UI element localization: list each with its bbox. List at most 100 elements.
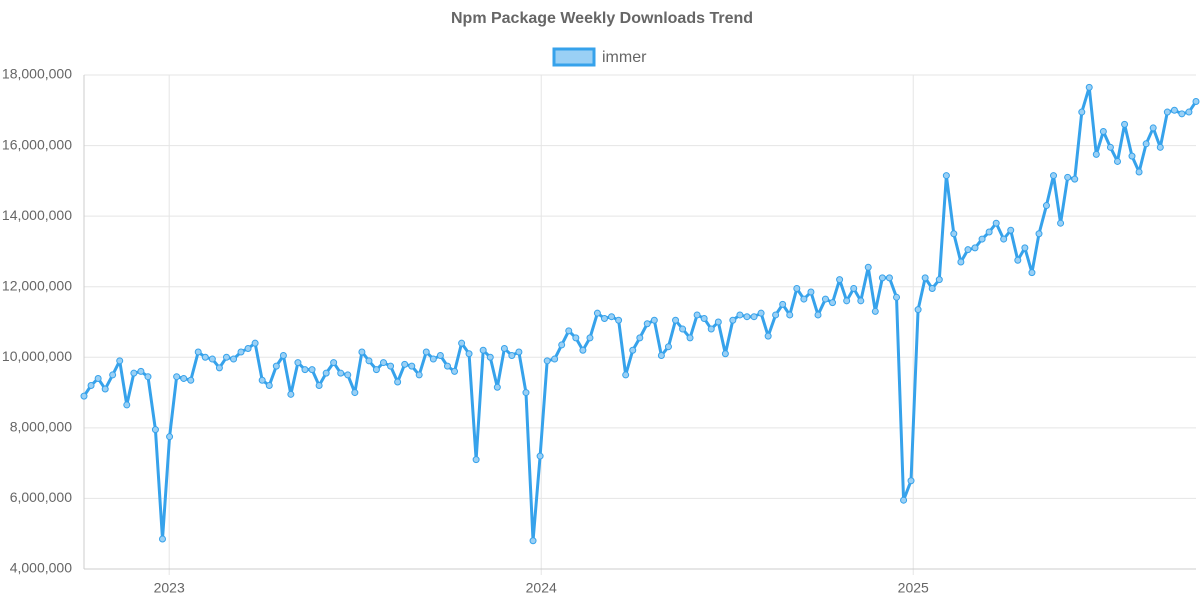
data-point [714, 318, 722, 326]
data-point [693, 311, 701, 319]
data-point [301, 366, 309, 374]
data-point [629, 346, 637, 354]
data-point [94, 374, 102, 382]
data-point [1000, 235, 1008, 243]
data-point [101, 385, 109, 393]
data-point [1007, 226, 1015, 234]
y-tick-label: 14,000,000 [2, 207, 72, 223]
data-point [1163, 108, 1171, 116]
data-point [764, 332, 772, 340]
data-point [707, 325, 715, 333]
data-point [308, 366, 316, 374]
data-point [750, 313, 758, 321]
data-point [978, 235, 986, 243]
data-point [729, 316, 737, 324]
data-point [1192, 97, 1200, 105]
data-point [686, 334, 694, 342]
data-point [551, 355, 559, 363]
data-point [772, 311, 780, 319]
data-point [158, 535, 166, 543]
data-point [1021, 244, 1029, 252]
data-point [736, 311, 744, 319]
data-point [201, 353, 209, 361]
data-point [672, 316, 680, 324]
data-point [315, 382, 323, 390]
data-point [807, 288, 815, 296]
data-point [622, 371, 630, 379]
data-point [387, 362, 395, 370]
data-point [344, 371, 352, 379]
data-point [130, 369, 138, 377]
data-point [1078, 108, 1086, 116]
data-point [992, 219, 1000, 227]
data-point [144, 373, 152, 381]
data-point [337, 369, 345, 377]
data-point [265, 382, 273, 390]
data-point [351, 389, 359, 397]
data-point [593, 309, 601, 317]
data-point [187, 376, 195, 384]
y-tick-label: 8,000,000 [10, 419, 72, 435]
data-point [272, 362, 280, 370]
data-point [1170, 106, 1178, 114]
data-point [244, 344, 252, 352]
data-point [836, 276, 844, 284]
data-point [900, 496, 908, 504]
data-point [522, 389, 530, 397]
data-point [451, 367, 459, 375]
data-point [493, 383, 501, 391]
data-point [743, 313, 751, 321]
data-point [436, 352, 444, 360]
data-point [608, 313, 616, 321]
data-point [565, 327, 573, 335]
x-tick-label: 2024 [526, 580, 557, 596]
data-point [779, 300, 787, 308]
data-point [1028, 269, 1036, 277]
data-point [116, 357, 124, 365]
data-point [279, 352, 287, 360]
data-point [166, 433, 174, 441]
legend-swatch [552, 47, 596, 67]
x-tick-label: 2023 [154, 580, 185, 596]
data-point [237, 348, 245, 356]
data-point [1064, 173, 1072, 181]
data-point [408, 362, 416, 370]
data-point [957, 258, 965, 266]
data-point [1156, 143, 1164, 151]
data-point [586, 334, 594, 342]
data-point [1149, 124, 1157, 132]
data-point [843, 297, 851, 305]
data-point [1135, 168, 1143, 176]
data-point [472, 456, 480, 464]
data-point [508, 352, 516, 360]
data-point [287, 390, 295, 398]
data-point [600, 314, 608, 322]
data-point [379, 359, 387, 367]
data-point [443, 362, 451, 370]
y-tick-label: 18,000,000 [2, 66, 72, 82]
data-point [679, 325, 687, 333]
data-point [1092, 150, 1100, 158]
y-tick-label: 4,000,000 [10, 560, 72, 576]
data-point [928, 284, 936, 292]
legend-label: immer [602, 49, 647, 66]
data-point [964, 246, 972, 254]
data-line [82, 85, 1198, 543]
y-tick-label: 10,000,000 [2, 348, 72, 364]
data-point [543, 357, 551, 365]
data-point [871, 307, 879, 315]
data-point [971, 244, 979, 252]
data-point [330, 359, 338, 367]
data-point [429, 355, 437, 363]
data-point [643, 320, 651, 328]
x-tick-label: 2025 [898, 580, 929, 596]
data-point [208, 355, 216, 363]
data-point [415, 371, 423, 379]
data-point [465, 350, 473, 358]
data-point [793, 284, 801, 292]
chart-title: Npm Package Weekly Downloads Trend [451, 10, 753, 27]
y-tick-label: 6,000,000 [10, 489, 72, 505]
data-point [137, 367, 145, 375]
data-point [1014, 256, 1022, 264]
data-point [1121, 120, 1129, 128]
